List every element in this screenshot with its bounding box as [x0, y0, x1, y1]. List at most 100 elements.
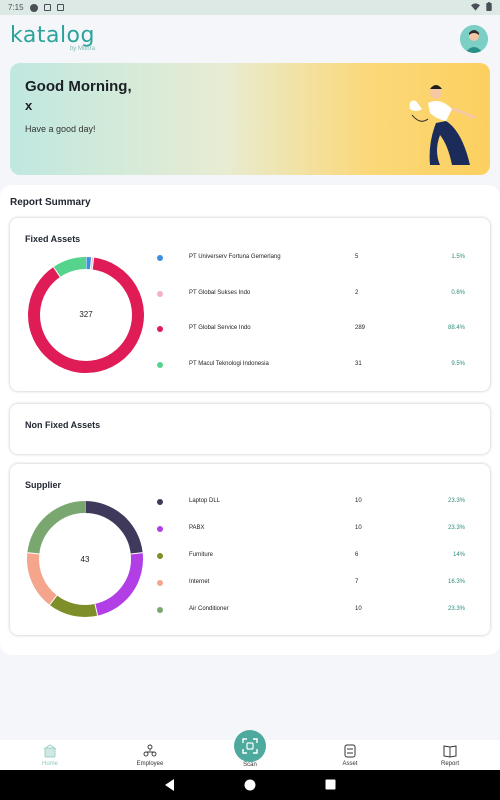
legend-dot: [157, 255, 163, 261]
legend-dot: [157, 326, 163, 332]
legend-name: Air Conditioner: [189, 606, 229, 612]
donut-slice-separator: [49, 595, 58, 606]
legend-name: PT Global Sukses Indo: [189, 290, 251, 296]
donut-slice: [84, 501, 143, 555]
scan-button[interactable]: [234, 730, 266, 762]
legend-percent: 23.3%: [447, 498, 465, 504]
asset-icon: [344, 744, 356, 758]
app-logo: katalog by Moora: [10, 23, 95, 53]
app-notification-icon: [43, 4, 51, 11]
avatar[interactable]: [460, 25, 488, 53]
legend-dot: [157, 362, 163, 368]
legend-row: PABX 10 23.3%: [10, 523, 490, 535]
legend-name: Furniture: [189, 552, 214, 558]
donut-slice: [27, 501, 86, 555]
donut-slice-separator: [130, 552, 143, 555]
supplier-donut-chart: [27, 501, 143, 617]
supplier-total: 43: [80, 555, 90, 564]
home-icon: [43, 744, 57, 758]
report-icon: [443, 745, 457, 758]
donut-slice: [94, 552, 143, 616]
recents-icon[interactable]: [325, 779, 336, 790]
legend-percent: 9.5%: [451, 361, 465, 367]
greeting-title: Good Morning,: [25, 78, 132, 95]
legend-name: PT Universerv Fortuna Gemerlang: [189, 254, 281, 260]
donut-slice: [53, 257, 87, 278]
legend-percent: 16.3%: [447, 579, 465, 585]
battery-icon: [486, 2, 492, 13]
legend-percent: 23.3%: [447, 525, 465, 531]
nav-employee-label: Employee: [136, 761, 164, 767]
donut-slice-separator: [27, 552, 40, 555]
legend-value: 5: [355, 254, 359, 260]
fixed-assets-total: 327: [79, 310, 93, 319]
legend-row: Air Conditioner 10 23.3%: [10, 604, 490, 616]
supplier-card[interactable]: Supplier 43 Laptop DLL 10 23.3% PABX 10 …: [10, 464, 490, 635]
legend-value: 2: [355, 290, 359, 296]
nav-report[interactable]: Report: [420, 740, 480, 770]
legend-row: PT Global Service Indo 289 88.4%: [10, 323, 490, 335]
legend-name: Laptop DLL: [189, 498, 221, 504]
notification-icon: [29, 3, 38, 12]
legend-dot: [157, 607, 163, 613]
legend-percent: 88.4%: [447, 325, 465, 331]
user-avatar-icon: [460, 25, 488, 53]
status-bar: 7:15: [0, 0, 500, 15]
legend-dot: [157, 499, 163, 505]
legend-percent: 14%: [452, 552, 465, 558]
nav-home-label: Home: [41, 761, 58, 767]
donut-slice-separator: [53, 266, 61, 278]
logo-subtext: by Moora: [69, 46, 95, 52]
wifi-icon: [471, 2, 480, 13]
legend-value: 10: [355, 525, 362, 531]
legend-value: 289: [355, 325, 366, 331]
legend-name: PT Macul Teknologi Indonesia: [189, 361, 269, 367]
logo-text: katalog: [10, 23, 95, 48]
greeting-illustration: [406, 79, 486, 172]
non-fixed-assets-card[interactable]: Non Fixed Assets: [10, 404, 490, 454]
legend-dot: [157, 291, 163, 297]
nav-report-label: Report: [440, 761, 459, 767]
scan-icon: [242, 738, 258, 754]
legend-value: 6: [355, 552, 359, 558]
system-navigation-bar: [0, 770, 500, 800]
home-circle-icon[interactable]: [244, 779, 256, 791]
app-header: katalog by Moora: [0, 15, 500, 63]
legend-name: PABX: [189, 525, 205, 531]
legend-row: PT Macul Teknologi Indonesia 31 9.5%: [10, 359, 490, 371]
legend-percent: 0.6%: [451, 290, 465, 296]
legend-dot: [157, 580, 163, 586]
nav-asset[interactable]: Asset: [320, 740, 380, 770]
donut-slice: [27, 552, 58, 605]
legend-name: Internet: [189, 579, 210, 585]
greeting-card: Good Morning, x Have a good day!: [10, 63, 490, 175]
legend-value: 31: [355, 361, 362, 367]
donut-slice-separator: [89, 257, 93, 270]
status-time: 7:15: [8, 3, 24, 12]
back-icon[interactable]: [165, 779, 175, 791]
non-fixed-assets-title: Non Fixed Assets: [25, 420, 101, 430]
legend-row: PT Global Sukses Indo 2 0.6%: [10, 288, 490, 300]
fixed-assets-card[interactable]: Fixed Assets 327 PT Universerv Fortuna G…: [10, 218, 490, 391]
legend-value: 7: [355, 579, 359, 585]
legend-name: PT Global Service Indo: [189, 325, 251, 331]
report-summary-title: Report Summary: [10, 197, 91, 208]
fixed-assets-title: Fixed Assets: [25, 234, 81, 244]
nav-home[interactable]: Home: [20, 740, 80, 770]
donut-slice: [49, 595, 98, 617]
employee-icon: [143, 744, 157, 757]
legend-percent: 23.3%: [447, 606, 465, 612]
greeting-user-name: x: [25, 98, 33, 113]
donut-slice-separator: [91, 257, 95, 270]
nav-employee[interactable]: Employee: [120, 740, 180, 770]
download-icon: [56, 4, 64, 11]
supplier-title: Supplier: [25, 480, 62, 490]
nav-asset-label: Asset: [342, 761, 358, 767]
legend-row: Internet 7 16.3%: [10, 577, 490, 589]
legend-row: Laptop DLL 10 23.3%: [10, 496, 490, 508]
legend-dot: [157, 526, 163, 532]
legend-value: 10: [355, 498, 362, 504]
legend-row: Furniture 6 14%: [10, 550, 490, 562]
report-summary-panel: Report Summary Fixed Assets 327 PT Unive…: [0, 185, 500, 655]
fixed-assets-donut-chart: [28, 257, 144, 373]
